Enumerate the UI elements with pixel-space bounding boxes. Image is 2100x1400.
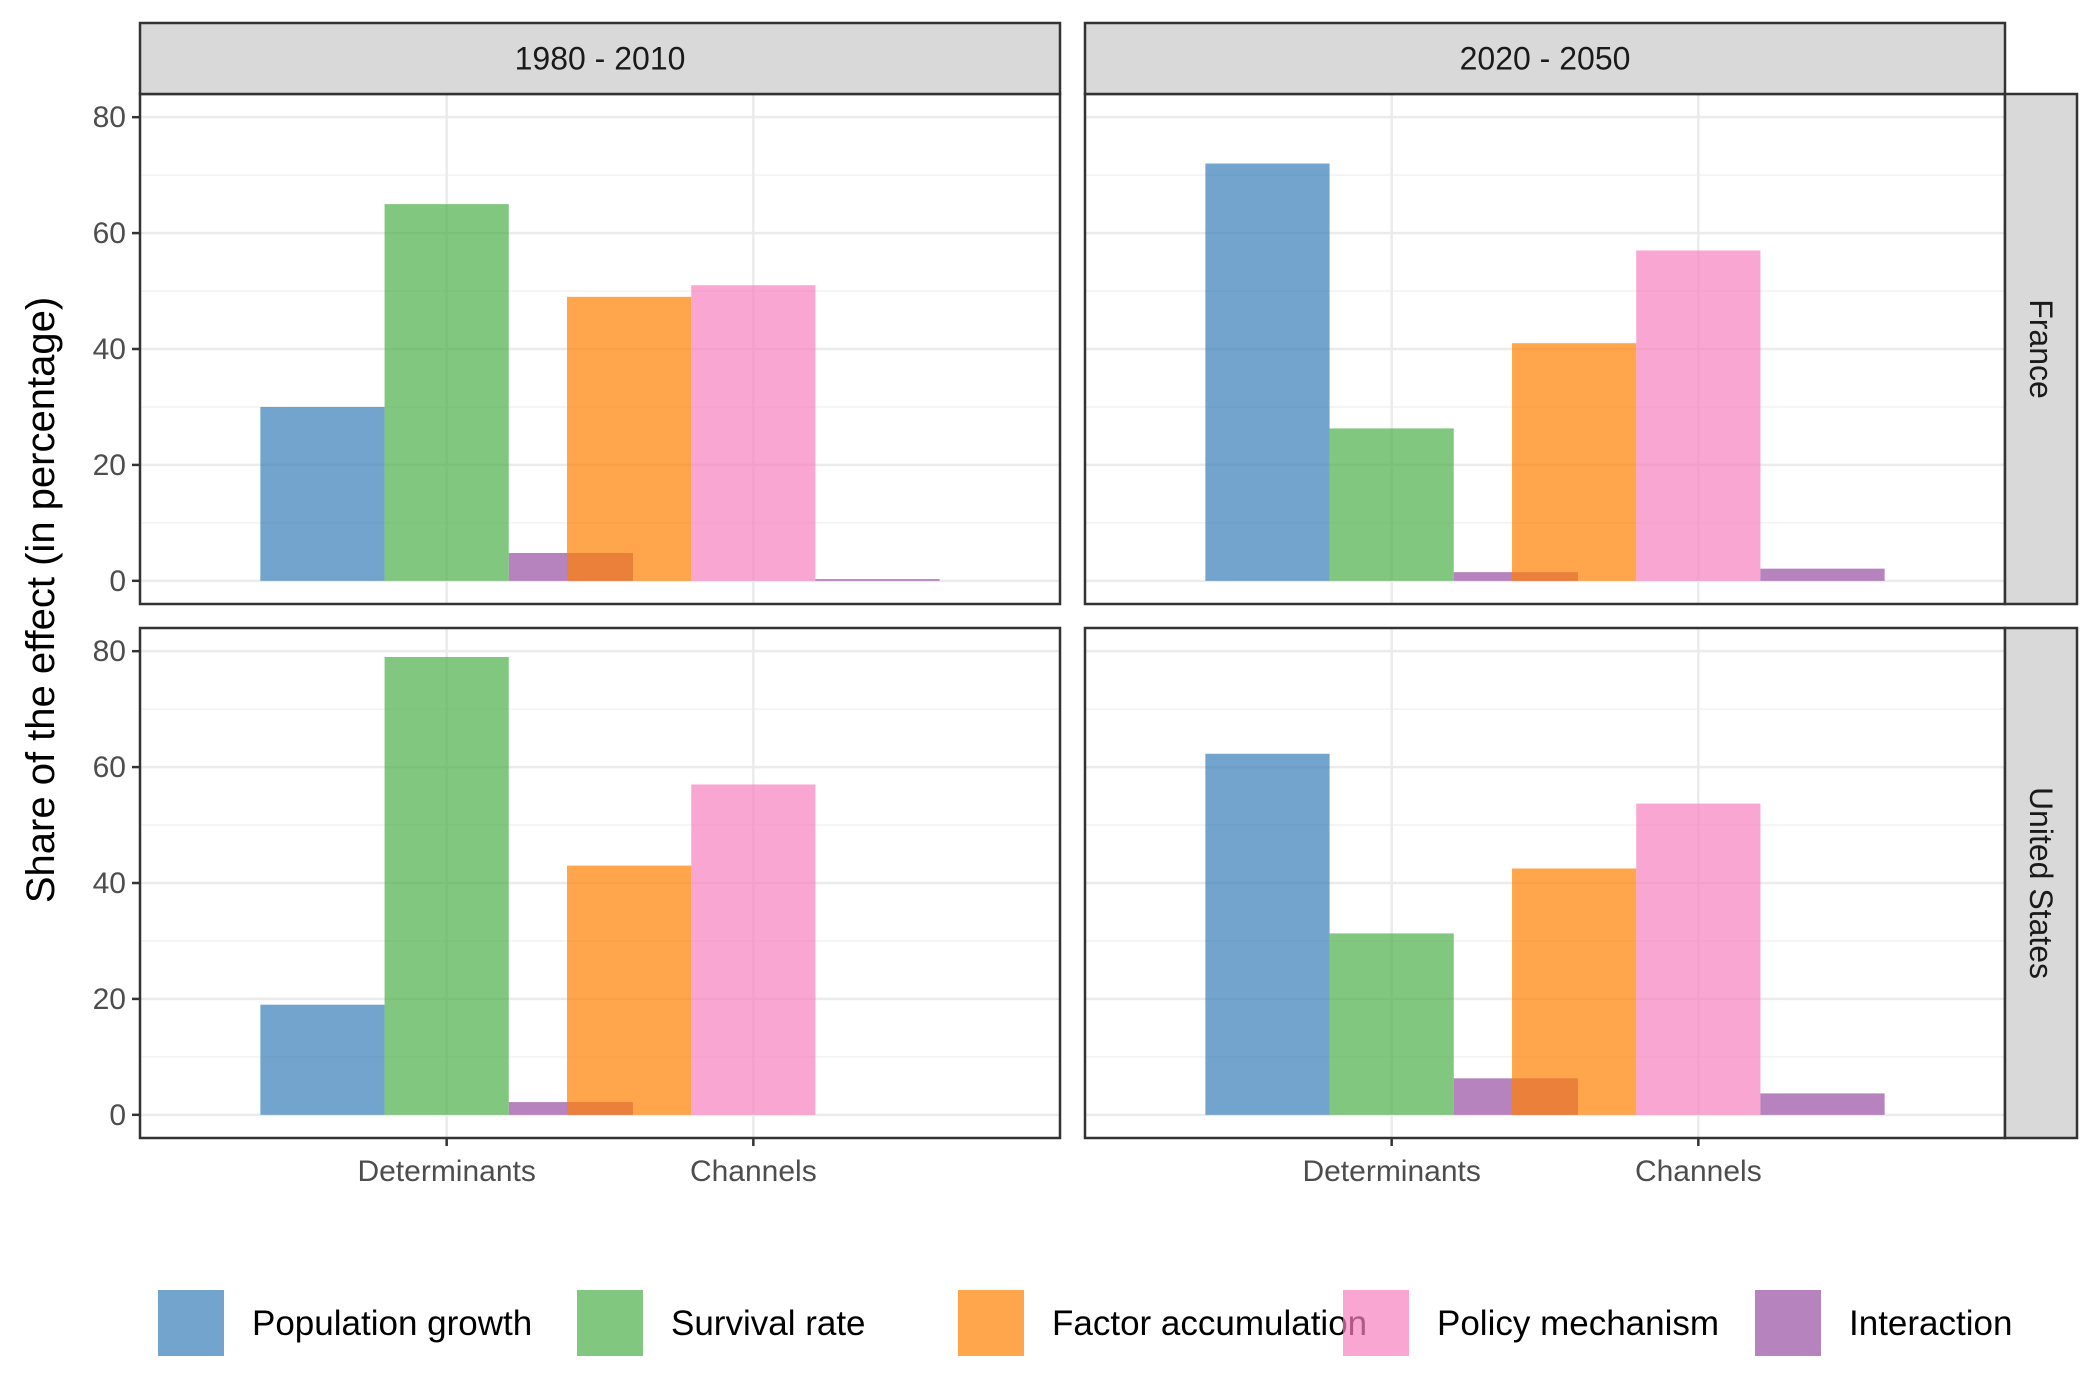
bar-determinants-survival-rate	[1329, 933, 1454, 1115]
panel-france-1980-2010	[138, 92, 1062, 606]
strip-background	[2003, 626, 2079, 1140]
bar-channels-policy-mechanism	[1636, 803, 1761, 1115]
axes-layer: 0 20 40 60 80 0 20 40 60 80 Determinants Channels De…	[93, 101, 1762, 1188]
y-tick-label: 40	[93, 867, 126, 900]
x-tick-label-channels: Channels	[690, 1155, 817, 1188]
legend-swatch	[577, 1290, 643, 1356]
strip-label: 2020 - 2050	[1460, 41, 1631, 77]
strip-row-united-states: United States	[2003, 626, 2079, 1140]
x-tick-label-determinants: Determinants	[1302, 1155, 1480, 1188]
legend-label: Interaction	[1849, 1304, 2012, 1343]
strip-col-1980-2010: 1980 - 2010	[138, 21, 1062, 96]
bar-channels-interaction	[1760, 1093, 1885, 1115]
bar-channels-policy-mechanism	[691, 784, 816, 1115]
legend-swatch	[1343, 1290, 1409, 1356]
bar-determinants-population-growth	[1205, 753, 1330, 1115]
legend-item-interaction: Interaction	[1755, 1290, 2012, 1356]
bar-channels-interaction	[815, 579, 940, 581]
y-axis-title: Share of the effect (in percentage)	[19, 297, 63, 903]
legend-swatch	[958, 1290, 1024, 1356]
bar-channels-factor-accumulation	[567, 296, 692, 581]
strip-label: United States	[2023, 787, 2059, 979]
legend-label: Policy mechanism	[1437, 1304, 1719, 1343]
strips-layer: 1980 - 2010 2020 - 2050 France United State…	[138, 21, 2079, 1140]
x-tick-label-channels: Channels	[1635, 1155, 1762, 1188]
strip-row-france: France	[2003, 92, 2079, 606]
legend-label: Survival rate	[671, 1304, 866, 1343]
legend-item-survival-rate: Survival rate	[577, 1290, 866, 1356]
bar-determinants-population-growth	[1205, 163, 1330, 581]
legend-swatch	[1755, 1290, 1821, 1356]
y-tick-label: 20	[93, 449, 126, 482]
legend-item-population-growth: Population growth	[158, 1290, 532, 1356]
bar-channels-factor-accumulation	[1512, 343, 1637, 581]
legend: Population growth Survival rate Factor acc…	[158, 1290, 2012, 1356]
bar-channels-interaction	[1760, 568, 1885, 581]
x-tick-label-determinants: Determinants	[357, 1155, 535, 1188]
legend-label: Population growth	[252, 1304, 532, 1343]
bar-determinants-survival-rate	[384, 656, 509, 1115]
legend-item-factor-accumulation: Factor accumulation	[958, 1290, 1367, 1356]
bar-determinants-survival-rate	[384, 204, 509, 581]
panel-france-2020-2050	[1083, 92, 2007, 606]
y-tick-label: 40	[93, 333, 126, 366]
bar-determinants-survival-rate	[1329, 428, 1454, 581]
y-tick-label: 0	[109, 565, 126, 598]
y-tick-label: 80	[93, 635, 126, 668]
panel-united-states-2020-2050	[1083, 626, 2007, 1140]
strip-background	[2003, 92, 2079, 606]
bar-channels-policy-mechanism	[691, 285, 816, 581]
legend-swatch	[158, 1290, 224, 1356]
y-tick-label: 60	[93, 217, 126, 250]
strip-col-2020-2050: 2020 - 2050	[1083, 21, 2007, 96]
y-tick-label: 20	[93, 983, 126, 1016]
bar-determinants-population-growth	[260, 1004, 385, 1115]
strip-label: 1980 - 2010	[515, 41, 686, 77]
bar-channels-factor-accumulation	[567, 865, 692, 1115]
bar-determinants-population-growth	[260, 406, 385, 581]
strip-label: France	[2023, 299, 2059, 399]
y-tick-label: 80	[93, 101, 126, 134]
panels-layer	[138, 92, 2007, 1140]
legend-item-policy-mechanism: Policy mechanism	[1343, 1290, 1719, 1356]
y-tick-label: 0	[109, 1099, 126, 1132]
panel-united-states-1980-2010	[138, 626, 1062, 1140]
strip-background	[138, 21, 1062, 96]
bar-channels-policy-mechanism	[1636, 250, 1761, 581]
strip-background	[1083, 21, 2007, 96]
legend-label: Factor accumulation	[1052, 1304, 1367, 1343]
bar-channels-factor-accumulation	[1512, 868, 1637, 1115]
y-tick-label: 60	[93, 751, 126, 784]
